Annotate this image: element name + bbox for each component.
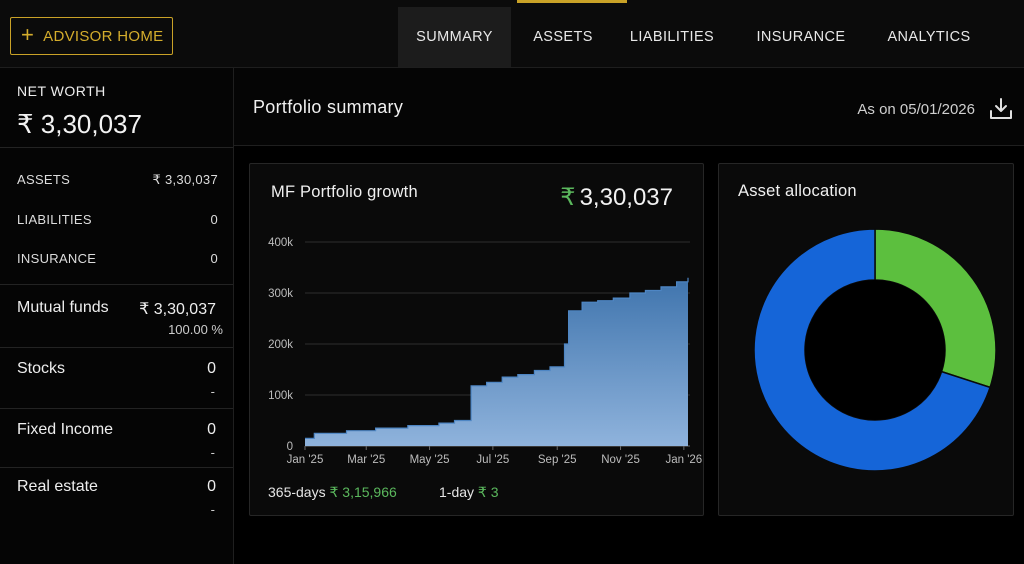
- x-tick-label: May '25: [410, 454, 450, 466]
- row-label: INSURANCE: [17, 251, 97, 266]
- tab-insurance[interactable]: INSURANCE: [756, 29, 846, 45]
- y-tick-label: 200k: [268, 339, 293, 351]
- tab-liabilities[interactable]: LIABILITIES: [629, 29, 715, 45]
- mf-growth-card: MF Portfolio growth ₹3,30,037 0 100k 200k 3…: [249, 163, 704, 516]
- days365-label: 365-days: [268, 484, 326, 500]
- row-value: 0: [210, 212, 218, 227]
- category-value: ₹ 3,30,037: [139, 301, 216, 318]
- row-value: ₹ 3,30,037: [152, 172, 218, 187]
- tab-analytics[interactable]: ANALYTICS: [887, 29, 971, 45]
- advisor-home-label: ADVISOR HOME: [43, 27, 164, 45]
- asset-allocation-card: Asset allocation: [718, 163, 1014, 516]
- x-tick-label: Jul '25: [476, 454, 509, 466]
- x-tick-label: Nov '25: [601, 454, 640, 466]
- sidebar-row-liabilities[interactable]: LIABILITIES 0: [17, 212, 218, 227]
- return-365-days: 365-days ₹ 3,15,966: [268, 484, 397, 501]
- category-sub: -: [210, 445, 215, 460]
- allocation-donut-chart: [753, 228, 997, 472]
- category-percent: 100.00 %: [168, 322, 223, 337]
- y-tick-label: 400k: [268, 237, 293, 249]
- growth-amount: 3,30,037: [579, 184, 673, 211]
- category-value: 0: [207, 360, 216, 377]
- row-label: ASSETS: [17, 172, 71, 187]
- y-tick-label: 0: [287, 441, 293, 453]
- row-label: LIABILITIES: [17, 212, 92, 227]
- tab-assets[interactable]: ASSETS: [533, 29, 593, 45]
- as-on-date: As on 05/01/2026: [857, 101, 975, 118]
- return-1-day: 1-day ₹ 3: [439, 484, 499, 501]
- y-tick-label: 100k: [268, 390, 293, 402]
- category-stocks[interactable]: Stocks 0: [17, 360, 216, 378]
- row-value: 0: [210, 251, 218, 266]
- category-value: 0: [207, 478, 216, 495]
- x-tick-label: Sep '25: [538, 454, 577, 466]
- category-label: Fixed Income: [17, 421, 114, 438]
- tab-bar: SUMMARY ASSETS LIABILITIES INSURANCE ANA…: [398, 7, 985, 67]
- category-label: Mutual funds: [17, 299, 109, 316]
- growth-line: [305, 277, 689, 439]
- x-tick-label: Jan '26: [665, 454, 702, 466]
- active-tab-accent: [517, 0, 627, 3]
- sidebar: NET WORTH ₹ 3,30,037 ASSETS ₹ 3,30,037 L…: [0, 68, 234, 564]
- category-sub: -: [210, 384, 215, 399]
- category-real-estate[interactable]: Real estate 0: [17, 478, 216, 496]
- sidebar-row-assets[interactable]: ASSETS ₹ 3,30,037: [17, 172, 218, 188]
- day1-value: ₹ 3: [477, 484, 499, 500]
- card-title: MF Portfolio growth: [271, 183, 418, 201]
- download-icon[interactable]: [988, 96, 1014, 122]
- net-worth-label: NET WORTH: [17, 83, 106, 99]
- page-title: Portfolio summary: [253, 97, 404, 117]
- donut-hole: [805, 280, 945, 420]
- divider: [0, 147, 233, 148]
- category-sub: -: [210, 502, 215, 517]
- tab-summary[interactable]: SUMMARY: [398, 7, 511, 67]
- days365-value: ₹ 3,15,966: [329, 484, 397, 500]
- main-header: Portfolio summary As on 05/01/2026: [234, 68, 1024, 146]
- divider: [0, 467, 233, 468]
- top-bar: + ADVISOR HOME SUMMARY ASSETS LIABILITIE…: [0, 0, 1024, 68]
- plus-icon: +: [21, 22, 35, 47]
- x-tick-label: Mar '25: [347, 454, 385, 466]
- growth-value: ₹3,30,037: [560, 183, 673, 212]
- growth-chart: 0 100k 200k 300k 400k Jan '25 Mar '25 May '25 Ju…: [268, 237, 702, 466]
- divider: [0, 408, 233, 409]
- sidebar-row-insurance[interactable]: INSURANCE 0: [17, 251, 218, 266]
- net-worth-value: ₹ 3,30,037: [17, 109, 142, 139]
- divider: [0, 284, 233, 285]
- category-value: 0: [207, 421, 216, 438]
- category-label: Stocks: [17, 360, 66, 377]
- x-tick-label: Jan '25: [287, 454, 324, 466]
- growth-area: [305, 277, 688, 446]
- card-title: Asset allocation: [738, 182, 857, 200]
- category-label: Real estate: [17, 478, 98, 495]
- category-fixed-income[interactable]: Fixed Income 0: [17, 421, 216, 439]
- y-tick-label: 300k: [268, 288, 293, 300]
- category-mutual-funds[interactable]: Mutual funds ₹ 3,30,037: [17, 299, 216, 319]
- advisor-home-button[interactable]: + ADVISOR HOME: [10, 17, 173, 55]
- rupee-symbol: ₹: [560, 184, 576, 211]
- day1-label: 1-day: [439, 484, 475, 500]
- divider: [0, 347, 233, 348]
